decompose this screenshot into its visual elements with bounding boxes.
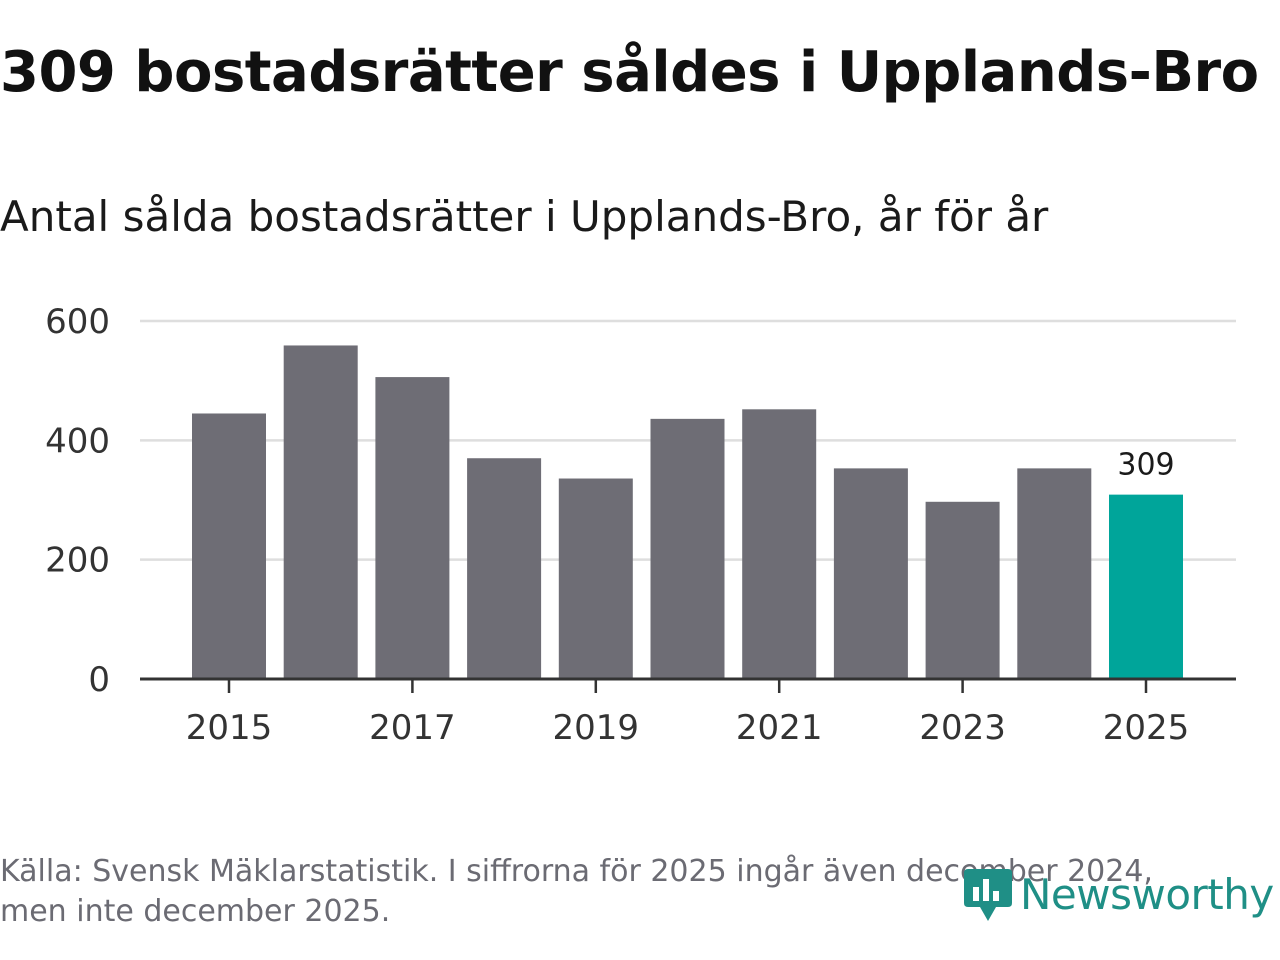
bar-2017: [375, 377, 450, 679]
bar-2015: [192, 413, 266, 679]
bar-2020: [650, 418, 725, 679]
y-tick-label: 200: [45, 541, 110, 581]
bar-2018: [467, 458, 542, 679]
chart-title: 309 bostadsrätter såldes i Upplands-Bro: [0, 40, 1259, 105]
bar-chart: 0 200 400 600 2015 2017 2019 2021 2023 2025 309: [45, 302, 1236, 748]
y-axis-ticks: 0 200 400 600: [45, 302, 110, 700]
newsworthy-logo: Newsworthy: [962, 862, 1274, 926]
x-tick-label: 2021: [736, 708, 823, 748]
x-tick-label: 2019: [553, 708, 640, 748]
source-note: Källa: Svensk Mäklarstatistik. I siffror…: [0, 854, 1153, 929]
bar-2024: [1017, 468, 1092, 679]
bar-2025: [1109, 494, 1183, 679]
x-tick-label: 2023: [919, 708, 1006, 748]
y-tick-label: 600: [45, 302, 110, 342]
x-tick-label: 2025: [1103, 708, 1190, 748]
x-axis-ticks: 2015 2017 2019 2021 2023 2025: [186, 679, 1190, 748]
data-labels: 309: [1117, 448, 1174, 483]
data-label-2025: 309: [1117, 448, 1174, 483]
x-tick-label: 2017: [369, 708, 456, 748]
bar-2021: [742, 409, 817, 679]
x-tick-label: 2015: [186, 708, 273, 748]
y-tick-label: 400: [45, 421, 110, 461]
bar-2019: [558, 478, 633, 679]
bars: [192, 345, 1183, 679]
y-tick-label: 0: [88, 660, 110, 700]
newsworthy-logo-text: Newsworthy: [1020, 869, 1274, 919]
bar-2016: [283, 345, 358, 679]
bar-2023: [925, 501, 1000, 679]
chart-subtitle: Antal sålda bostadsrätter i Upplands-Bro…: [0, 192, 1049, 241]
newsworthy-chart-bubble-icon: [964, 869, 1012, 921]
bar-2022: [833, 468, 908, 679]
